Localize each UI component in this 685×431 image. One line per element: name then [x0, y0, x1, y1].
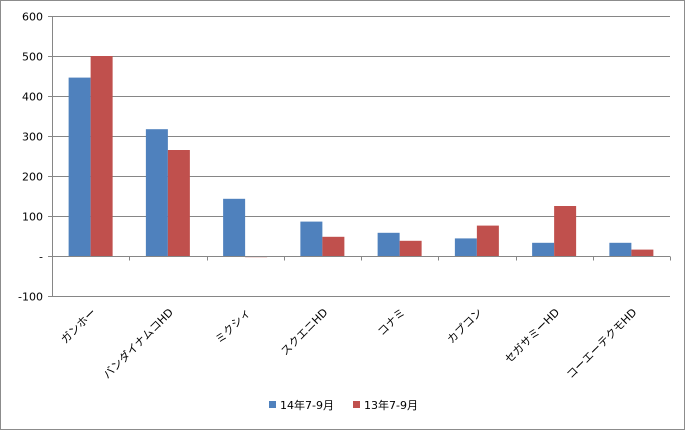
y-tick-label: -100 [18, 291, 43, 304]
y-axis-ticks: 600 500 400 300 200 100 - -100 [18, 11, 43, 304]
category-label: コーエーテクモHD [564, 306, 639, 381]
bars [68, 56, 654, 258]
legend: 14年7-9月 13年7-9月 [269, 398, 418, 412]
y-tick-label: 100 [22, 211, 43, 224]
bar-series2 [167, 150, 190, 256]
bar-series2 [399, 240, 422, 256]
axes [52, 16, 671, 296]
y-tick-label: 500 [22, 51, 43, 64]
legend-swatch [353, 401, 360, 408]
bar-series2 [90, 56, 113, 256]
bar-series1 [454, 238, 477, 256]
category-label: セガサミーHD [502, 306, 562, 366]
legend-label: 14年7-9月 [280, 398, 334, 412]
y-tick-label: - [39, 251, 43, 264]
x-axis-categories: ガンホー バンダイナムコHD ミクシィ スクエニHD コナミ カプコン セガサミーHD コーエ… [58, 305, 639, 381]
bar-series1 [532, 242, 555, 256]
bar-series1 [609, 242, 632, 256]
bar-series2 [631, 249, 654, 256]
y-tick-label: 300 [22, 131, 43, 144]
bar-series2 [322, 236, 345, 256]
gridlines [48, 16, 670, 297]
bar-series1 [145, 129, 168, 256]
bar-series2 [554, 206, 577, 256]
category-label: ミクシィ [213, 306, 253, 346]
legend-label: 13年7-9月 [364, 398, 418, 412]
category-label: カプコン [445, 306, 485, 346]
y-tick-label: 600 [22, 11, 43, 24]
bar-series1 [300, 221, 323, 256]
category-label: バンダイナムコHD [100, 305, 176, 381]
legend-swatch [269, 401, 276, 408]
bar-series1 [223, 198, 246, 256]
bar-series1 [377, 232, 400, 256]
category-label: スクエニHD [278, 306, 330, 358]
bar-series2 [476, 225, 499, 256]
y-tick-label: 200 [22, 171, 43, 184]
category-label: コナミ [375, 306, 408, 339]
y-tick-label: 400 [22, 91, 43, 104]
bar-series1 [68, 77, 91, 256]
category-label: ガンホー [58, 306, 98, 346]
